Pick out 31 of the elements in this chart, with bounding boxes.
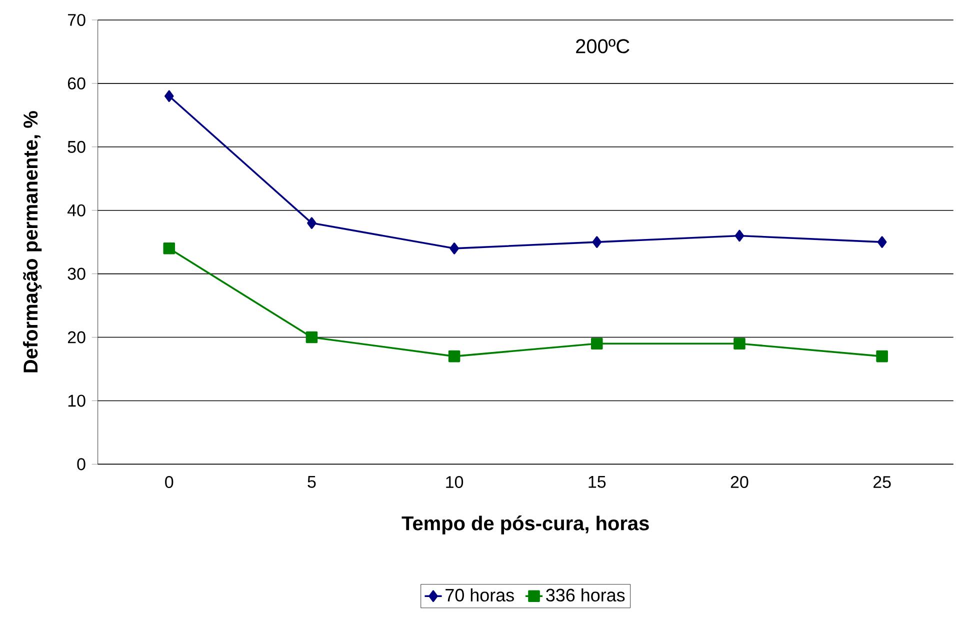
point xyxy=(734,338,746,350)
y-tick-label: 10 xyxy=(68,394,86,407)
point xyxy=(450,242,459,254)
y-tick-label: 40 xyxy=(68,204,86,216)
point xyxy=(592,236,602,248)
legend-label: 70 horas xyxy=(446,588,514,602)
x-axis-title: Tempo de pós-cura, horas xyxy=(402,516,649,534)
point xyxy=(877,236,887,248)
x-tick-label: 10 xyxy=(446,476,464,488)
point xyxy=(306,331,318,344)
point xyxy=(448,350,460,362)
x-tick-label: 15 xyxy=(588,476,606,488)
point xyxy=(164,90,174,102)
y-tick-label: 20 xyxy=(68,331,86,344)
y-tick-label: 0 xyxy=(77,458,86,470)
point xyxy=(590,338,603,350)
point xyxy=(876,350,888,362)
y-tick-label: 30 xyxy=(68,268,86,280)
y-tick-label: 60 xyxy=(68,77,86,90)
x-tick-label: 5 xyxy=(308,476,316,488)
point xyxy=(734,230,744,242)
x-tick-label: 0 xyxy=(165,476,174,488)
point xyxy=(307,217,316,229)
y-tick-label: 50 xyxy=(68,140,86,153)
y-tick-label: 70 xyxy=(68,14,86,26)
annotation: 200ºC xyxy=(576,39,630,54)
y-axis-title: Deformação permanente, % xyxy=(23,111,42,372)
legend-label: 336 horas xyxy=(546,588,625,602)
x-tick-label: 20 xyxy=(730,476,748,488)
x-tick-label: 25 xyxy=(873,476,891,488)
point xyxy=(163,242,176,254)
